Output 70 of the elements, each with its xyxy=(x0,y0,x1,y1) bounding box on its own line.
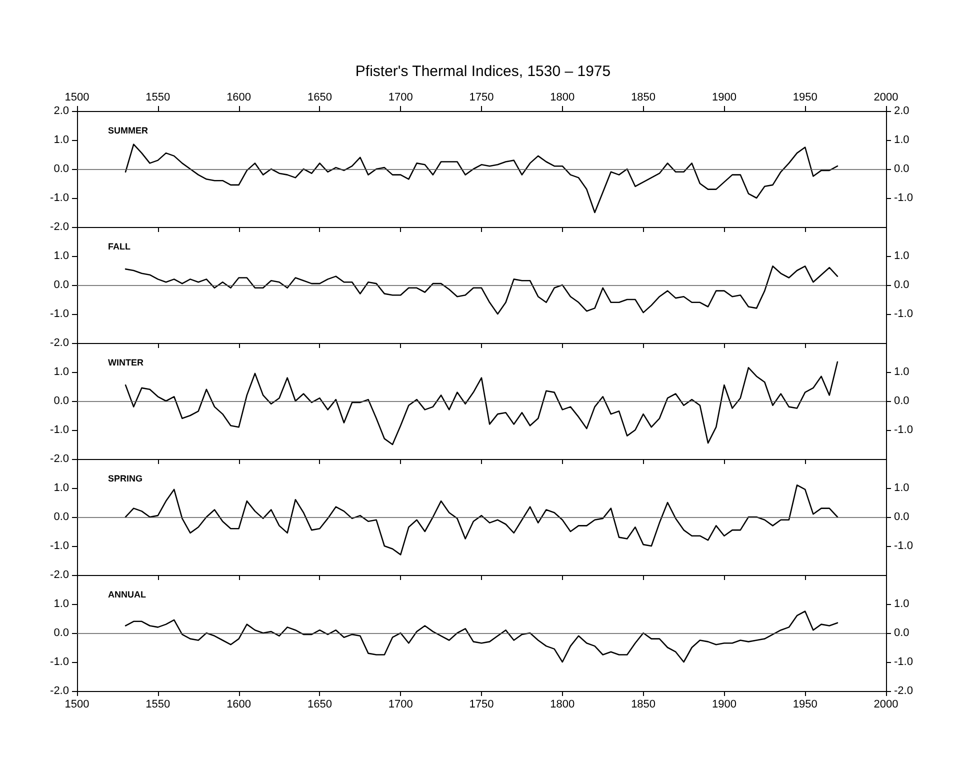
x-tick-label: 1900 xyxy=(712,698,736,710)
y2-tick-label: 0.0 xyxy=(894,627,910,639)
y-tick-label: 1.0 xyxy=(54,134,69,146)
y-tick-label: 1.0 xyxy=(54,598,69,610)
y2-tick-label: 1.0 xyxy=(894,250,910,262)
y2-tick-label: -1.0 xyxy=(894,656,913,668)
y2-tick-label: 1.0 xyxy=(894,366,910,378)
y-tick-label: -2.0 xyxy=(50,569,69,581)
x-tick-label: 1800 xyxy=(550,698,575,710)
line-series xyxy=(124,144,838,214)
x2-tick-label: 1650 xyxy=(307,92,332,104)
y2-tick-label: 0.0 xyxy=(894,163,910,175)
x-tick-label: 1700 xyxy=(388,698,413,710)
x2-tick-label: 1950 xyxy=(792,92,818,104)
y-tick-label: 0.0 xyxy=(54,395,69,407)
y2-tick-label: 0.0 xyxy=(894,511,910,523)
text: ANNUAL xyxy=(108,590,146,600)
x-tick-label: 1600 xyxy=(226,698,252,710)
x-tick-label: 1650 xyxy=(307,698,332,710)
x-tick-label: 1500 xyxy=(64,698,90,710)
y-tick-label: -1.0 xyxy=(50,656,69,668)
y-tick-label: 2.0 xyxy=(54,105,69,117)
y-tick-label: -1.0 xyxy=(50,424,69,436)
x2-tick-label: 1500 xyxy=(64,92,90,104)
line-series xyxy=(124,266,838,315)
x2-tick-label: 2000 xyxy=(874,92,898,104)
x2-tick-label: 1750 xyxy=(469,92,494,104)
y-tick-label: 0.0 xyxy=(54,279,69,291)
x2-tick-label: 1600 xyxy=(226,92,252,104)
y2-tick-label: 1.0 xyxy=(894,598,910,610)
x-tick-label: 1850 xyxy=(631,698,656,710)
y2-tick-label: -1.0 xyxy=(894,192,913,204)
y-tick-label: 1.0 xyxy=(54,250,69,262)
y2-tick-label: -1.0 xyxy=(894,540,913,552)
y2-tick-label: -1.0 xyxy=(894,308,913,320)
y-tick-label: 1.0 xyxy=(54,482,69,494)
y-tick-label: 0.0 xyxy=(54,163,69,175)
y-tick-label: -1.0 xyxy=(50,308,69,320)
x2-tick-label: 1850 xyxy=(631,92,656,104)
y-tick-label: -1.0 xyxy=(50,540,69,552)
y-tick-label: 0.0 xyxy=(54,627,69,639)
line-series xyxy=(124,610,838,663)
x-tick-label: 1750 xyxy=(469,698,494,710)
text: SPRING xyxy=(108,474,143,484)
y-tick-label: -2.0 xyxy=(50,685,69,697)
x2-tick-label: 1700 xyxy=(388,92,413,104)
y-tick-label: -2.0 xyxy=(50,221,69,233)
y-tick-label: 0.0 xyxy=(54,511,69,523)
x2-tick-label: 1550 xyxy=(146,92,170,104)
x2-tick-label: 1900 xyxy=(712,92,736,104)
y2-tick-label: 2.0 xyxy=(894,105,910,117)
x2-tick-label: 1800 xyxy=(550,92,575,104)
x-tick-label: 1950 xyxy=(792,698,818,710)
text: SUMMER xyxy=(108,126,148,136)
y2-tick-label: -1.0 xyxy=(894,424,913,436)
chart-title: Pfister's Thermal Indices, 1530 – 1975 xyxy=(355,63,611,80)
y-tick-label: 1.0 xyxy=(54,366,69,378)
y2-tick-label: 1.0 xyxy=(894,134,910,146)
y2-tick-label: 0.0 xyxy=(894,279,910,291)
y-tick-label: -1.0 xyxy=(50,192,69,204)
y-tick-label: -2.0 xyxy=(50,337,69,349)
line-series xyxy=(124,484,838,556)
x-tick-label: 1550 xyxy=(146,698,170,710)
y2-tick-label: 1.0 xyxy=(894,482,910,494)
x-tick-label: 2000 xyxy=(874,698,898,710)
text: FALL xyxy=(108,242,131,252)
y2-tick-label: -2.0 xyxy=(894,685,913,697)
y-tick-label: -2.0 xyxy=(50,453,69,465)
y2-tick-label: 0.0 xyxy=(894,395,910,407)
text: WINTER xyxy=(108,358,144,368)
